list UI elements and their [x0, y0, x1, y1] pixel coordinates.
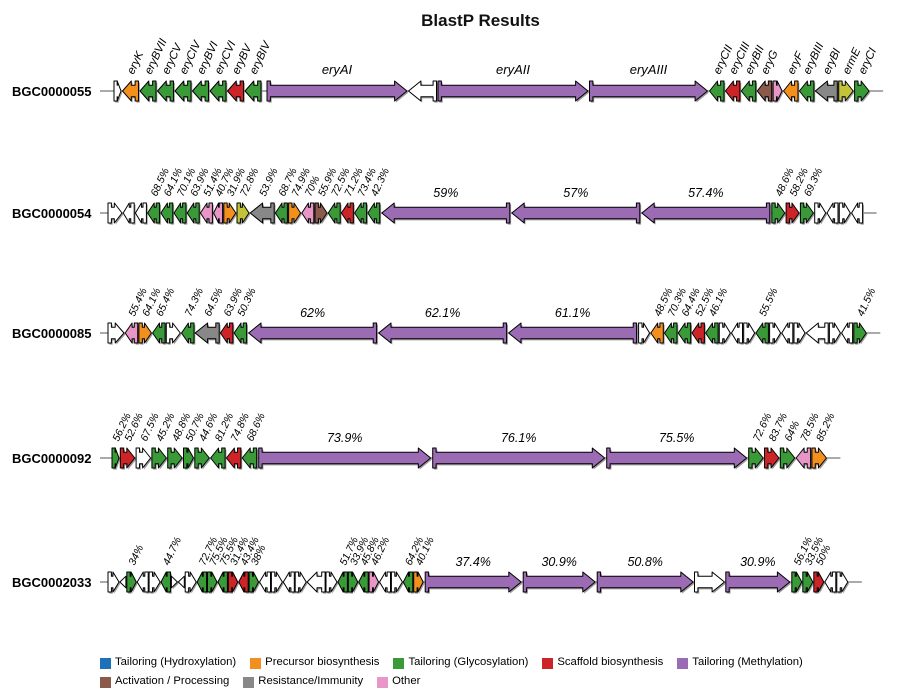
svg-text:61.1%: 61.1%	[555, 306, 590, 320]
svg-text:62%: 62%	[300, 306, 325, 320]
svg-text:eryBIV: eryBIV	[248, 39, 274, 77]
svg-text:57%: 57%	[563, 186, 588, 200]
svg-text:73.9%: 73.9%	[327, 431, 362, 445]
svg-text:76.1%: 76.1%	[501, 431, 536, 445]
svg-text:37.4%: 37.4%	[455, 555, 490, 569]
svg-text:41.5%: 41.5%	[855, 286, 878, 318]
svg-text:59%: 59%	[433, 186, 458, 200]
svg-text:30.9%: 30.9%	[740, 555, 775, 569]
svg-text:44.7%: 44.7%	[161, 535, 184, 567]
svg-text:eryAII: eryAII	[496, 62, 530, 77]
svg-text:50.8%: 50.8%	[627, 555, 662, 569]
svg-text:34%: 34%	[126, 543, 146, 567]
svg-text:75.5%: 75.5%	[659, 431, 694, 445]
svg-text:eryAI: eryAI	[322, 62, 353, 77]
svg-text:57.4%: 57.4%	[688, 186, 723, 200]
svg-text:eryAIII: eryAIII	[630, 62, 668, 77]
svg-text:62.1%: 62.1%	[425, 306, 460, 320]
svg-text:55.5%: 55.5%	[757, 286, 780, 318]
svg-text:30.9%: 30.9%	[541, 555, 576, 569]
